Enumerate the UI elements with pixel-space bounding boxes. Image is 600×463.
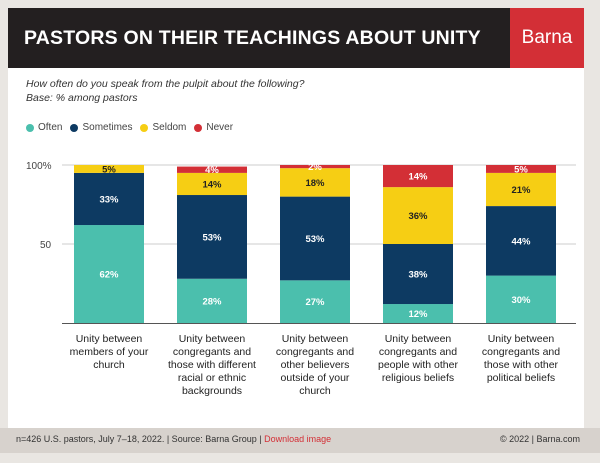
data-label-never-1: 4% bbox=[205, 165, 219, 176]
seldom-dot-icon bbox=[140, 123, 149, 132]
legend-label-often: Often bbox=[38, 122, 63, 133]
bar-segment-never-1 bbox=[177, 166, 247, 173]
data-label-sometimes-3: 38% bbox=[408, 270, 428, 281]
category-label-3: Unity between congregants and people wit… bbox=[378, 333, 458, 384]
bar-segment-seldom-2 bbox=[280, 168, 350, 197]
chart-legend: Often Sometimes Seldom Never bbox=[26, 122, 233, 133]
y-tick-label-100: 100% bbox=[26, 161, 52, 172]
base-text: Base: % among pastors bbox=[26, 92, 138, 104]
bar-segment-often-0 bbox=[74, 225, 144, 323]
barna-logo: Barna bbox=[510, 8, 584, 68]
y-tick-label-50: 50 bbox=[40, 240, 52, 251]
legend-item-seldom: Seldom bbox=[140, 122, 186, 133]
bar-segment-often-4 bbox=[486, 275, 556, 323]
never-dot-icon bbox=[194, 123, 203, 132]
data-label-often-3: 12% bbox=[408, 309, 428, 320]
data-label-seldom-1: 14% bbox=[202, 179, 222, 190]
data-label-often-2: 27% bbox=[305, 297, 325, 308]
source-text: n=426 U.S. pastors, July 7–18, 2022. | S… bbox=[16, 434, 265, 444]
data-label-seldom-3: 36% bbox=[408, 211, 428, 222]
category-label-1: Unity between congregants and those with… bbox=[168, 333, 256, 397]
bar-segment-sometimes-2 bbox=[280, 196, 350, 281]
bar-segment-never-3 bbox=[383, 165, 453, 188]
header-bar: PASTORS ON THEIR TEACHINGS ABOUT UNITY B… bbox=[8, 8, 584, 68]
bar-segment-seldom-3 bbox=[383, 187, 453, 244]
data-label-often-0: 62% bbox=[99, 270, 119, 281]
legend-label-sometimes: Sometimes bbox=[82, 122, 133, 133]
category-label-4: Unity between congregants and those with… bbox=[481, 333, 561, 384]
bar-segment-often-1 bbox=[177, 278, 247, 323]
bar-segment-never-2 bbox=[280, 165, 350, 169]
bar-segment-often-2 bbox=[280, 280, 350, 323]
data-label-never-2: 2% bbox=[308, 162, 322, 173]
bar-segment-seldom-1 bbox=[177, 172, 247, 196]
often-dot-icon bbox=[26, 123, 34, 132]
bar-segment-often-3 bbox=[383, 304, 453, 323]
bar-segment-seldom-0 bbox=[74, 165, 144, 173]
legend-item-often: Often bbox=[26, 122, 62, 133]
footer-source: n=426 U.S. pastors, July 7–18, 2022. | S… bbox=[16, 434, 331, 444]
data-label-never-3: 14% bbox=[408, 172, 428, 183]
category-label-0: Unity between members of your church bbox=[69, 333, 149, 371]
data-label-never-4: 5% bbox=[514, 164, 528, 175]
chart-subtitle: How often do you speak from the pulpit a… bbox=[26, 77, 304, 105]
data-label-sometimes-2: 53% bbox=[305, 234, 325, 245]
sometimes-dot-icon bbox=[70, 123, 79, 132]
legend-label-seldom: Seldom bbox=[152, 122, 187, 133]
data-label-often-1: 28% bbox=[202, 296, 222, 307]
page-title: PASTORS ON THEIR TEACHINGS ABOUT UNITY bbox=[24, 27, 481, 49]
data-label-sometimes-1: 53% bbox=[202, 232, 222, 243]
footer-bar bbox=[0, 428, 600, 453]
bar-segment-never-4 bbox=[486, 165, 556, 173]
data-label-sometimes-4: 44% bbox=[511, 236, 531, 247]
bar-segment-sometimes-1 bbox=[177, 195, 247, 279]
bar-segment-sometimes-3 bbox=[383, 244, 453, 305]
download-image-link[interactable]: Download image bbox=[264, 434, 332, 444]
bar-segment-seldom-4 bbox=[486, 172, 556, 207]
question-text: How often do you speak from the pulpit a… bbox=[26, 78, 305, 90]
data-label-seldom-4: 21% bbox=[511, 185, 531, 196]
bar-segment-sometimes-4 bbox=[486, 206, 556, 276]
data-label-seldom-2: 18% bbox=[305, 178, 325, 189]
legend-item-sometimes: Sometimes bbox=[70, 122, 132, 133]
bar-segment-sometimes-0 bbox=[74, 172, 144, 226]
data-label-often-4: 30% bbox=[511, 295, 531, 306]
category-label-2: Unity between congregants and other beli… bbox=[275, 333, 355, 397]
data-label-sometimes-0: 33% bbox=[99, 194, 119, 205]
data-label-seldom-0: 5% bbox=[102, 164, 116, 175]
legend-label-never: Never bbox=[206, 122, 234, 133]
footer-copyright: © 2022 | Barna.com bbox=[499, 434, 580, 444]
legend-item-never: Never bbox=[194, 122, 233, 133]
